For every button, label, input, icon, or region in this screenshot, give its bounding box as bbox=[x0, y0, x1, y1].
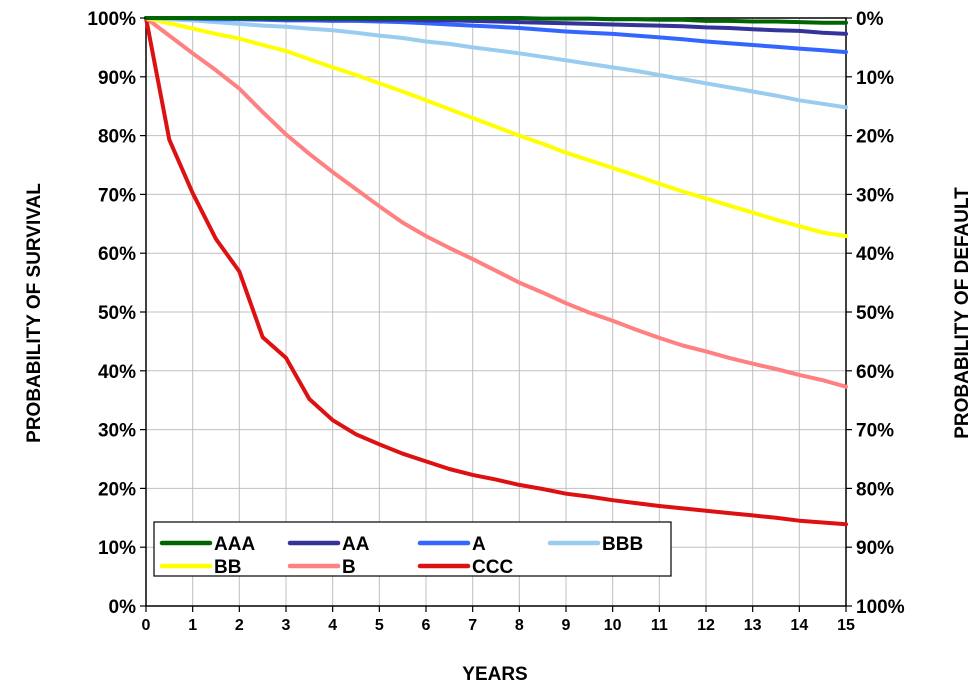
legend-label-aa: AA bbox=[342, 534, 370, 555]
x-tick-label: 6 bbox=[422, 617, 431, 634]
x-tick-label: 3 bbox=[282, 617, 291, 634]
y2-tick-label: 0% bbox=[856, 9, 884, 30]
y2-tick-label: 100% bbox=[856, 597, 905, 618]
series-lines bbox=[146, 18, 846, 524]
x-tick-label: 14 bbox=[790, 617, 808, 634]
x-tick-label: 0 bbox=[142, 617, 151, 634]
y-tick-label: 50% bbox=[98, 303, 136, 324]
x-tick-label: 10 bbox=[604, 617, 622, 634]
x-axis-ticks: 0 1 2 3 4 5 6 7 8 9 10 11 12 13 14 15 bbox=[142, 606, 855, 634]
x-tick-label: 9 bbox=[562, 617, 571, 634]
y-axis-right-ticks: 100% 90% 80% 70% 60% 50% 40% 30% 20% 10% 0% bbox=[846, 9, 905, 618]
y2-tick-label: 60% bbox=[856, 362, 894, 383]
y-axis-left-title: PROBABILITY OF SURVIVAL bbox=[24, 183, 45, 443]
x-tick-label: 7 bbox=[468, 617, 477, 634]
y2-tick-label: 20% bbox=[856, 127, 894, 148]
grid-lines bbox=[146, 18, 846, 606]
y2-tick-label: 70% bbox=[856, 421, 894, 442]
y2-tick-label: 10% bbox=[856, 68, 894, 89]
legend-label-ccc: CCC bbox=[472, 557, 513, 578]
legend-label-bbb: BBB bbox=[602, 534, 643, 555]
series-line-b bbox=[146, 18, 846, 387]
legend-label-bb: BB bbox=[214, 557, 241, 578]
y-tick-label: 60% bbox=[98, 244, 136, 265]
y-tick-label: 40% bbox=[98, 362, 136, 383]
y2-tick-label: 90% bbox=[856, 538, 894, 559]
x-tick-label: 12 bbox=[697, 617, 715, 634]
y-tick-label: 70% bbox=[98, 185, 136, 206]
x-tick-label: 8 bbox=[515, 617, 524, 634]
y-tick-label: 80% bbox=[98, 127, 136, 148]
x-tick-label: 15 bbox=[837, 617, 855, 634]
x-axis-title: YEARS bbox=[462, 664, 527, 685]
y2-tick-label: 40% bbox=[856, 244, 894, 265]
y-axis-right-title: PROBABILITY OF DEFAULT bbox=[952, 187, 973, 439]
y2-tick-label: 30% bbox=[856, 185, 894, 206]
legend-label-b: B bbox=[342, 557, 356, 578]
y-axis-left-ticks: 0% 10% 20% 30% 40% 50% 60% 70% 80% 90% 100% bbox=[87, 9, 146, 618]
y-tick-label: 0% bbox=[109, 597, 137, 618]
y2-tick-label: 50% bbox=[856, 303, 894, 324]
legend-label-a: A bbox=[472, 534, 486, 555]
y-tick-label: 10% bbox=[98, 538, 136, 559]
legend-label-aaa: AAA bbox=[214, 534, 255, 555]
y-tick-label: 20% bbox=[98, 479, 136, 500]
x-tick-label: 5 bbox=[375, 617, 384, 634]
y2-tick-label: 80% bbox=[856, 479, 894, 500]
y-tick-label: 30% bbox=[98, 421, 136, 442]
x-tick-label: 1 bbox=[188, 617, 197, 634]
x-tick-label: 2 bbox=[235, 617, 244, 634]
x-tick-label: 11 bbox=[651, 617, 668, 634]
series-line-bbb bbox=[146, 18, 846, 107]
x-tick-label: 13 bbox=[744, 617, 762, 634]
x-tick-label: 4 bbox=[328, 617, 337, 634]
y-tick-label: 100% bbox=[87, 9, 136, 30]
y-tick-label: 90% bbox=[98, 68, 136, 89]
